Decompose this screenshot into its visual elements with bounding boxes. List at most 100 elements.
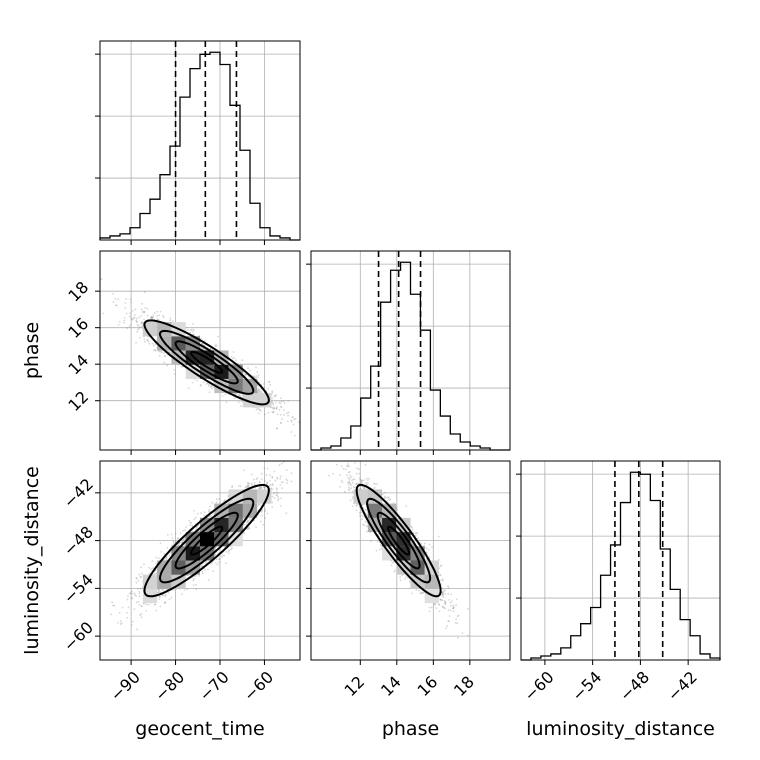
sample-point (201, 570, 204, 573)
sample-point (215, 501, 218, 504)
sample-point (115, 304, 118, 307)
sample-point (148, 342, 151, 345)
sample-point (128, 315, 131, 318)
sample-point (208, 383, 210, 386)
sample-point (169, 319, 172, 322)
sample-point (188, 519, 191, 522)
sample-point (158, 314, 161, 317)
sample-point (128, 325, 131, 328)
sample-point (280, 475, 282, 478)
sample-point (151, 316, 154, 319)
sample-point (283, 414, 285, 416)
sample-point (273, 497, 276, 499)
sample-point (141, 605, 143, 608)
sample-point (279, 477, 282, 480)
sample-point (256, 371, 259, 374)
sample-point (126, 616, 129, 619)
sample-point (160, 350, 162, 353)
sample-point (131, 620, 134, 623)
sample-point (118, 611, 121, 614)
sample-point (259, 409, 261, 412)
sample-point (151, 342, 154, 345)
sample-point (275, 493, 278, 496)
sample-point (257, 376, 260, 378)
sample-point (304, 414, 306, 416)
sample-point (157, 557, 160, 559)
sample-point (216, 498, 218, 501)
sample-point (195, 574, 197, 577)
sample-point (230, 548, 233, 551)
sample-point (195, 588, 198, 591)
sample-point (201, 343, 204, 345)
sample-point (117, 324, 120, 326)
sample-point (192, 579, 195, 582)
sample-point (290, 419, 292, 422)
sample-point (200, 565, 203, 567)
sample-point (100, 278, 103, 281)
sample-point (167, 350, 169, 352)
sample-point (177, 544, 180, 547)
sample-point (130, 624, 133, 626)
sample-point (243, 532, 246, 535)
sample-point (144, 291, 146, 294)
sample-point (273, 407, 275, 410)
sample-point (154, 343, 157, 346)
sample-point (131, 318, 134, 321)
sample-point (159, 595, 161, 598)
sample-point (117, 298, 119, 301)
sample-point (140, 576, 142, 578)
sample-point (266, 467, 269, 470)
sample-point (190, 329, 192, 331)
sample-point (258, 481, 261, 484)
sample-point (276, 406, 278, 408)
contour-line (143, 319, 270, 406)
sample-point (224, 499, 226, 502)
marginal-histogram-panel (306, 250, 511, 455)
sample-point (166, 364, 169, 367)
sample-point (161, 588, 163, 591)
sample-point (133, 608, 136, 611)
sample-point (136, 330, 139, 333)
sample-point (258, 481, 261, 483)
sample-point (266, 481, 268, 484)
sample-point (140, 325, 143, 327)
sample-point (136, 628, 138, 631)
sample-point (163, 361, 166, 364)
sample-point (261, 487, 263, 490)
sample-point (245, 373, 247, 376)
sample-point (294, 418, 297, 420)
sample-point (191, 381, 194, 384)
sample-point (143, 563, 145, 566)
sample-point (218, 558, 221, 560)
sample-point (271, 483, 274, 485)
sample-point (225, 551, 228, 553)
sample-point (260, 510, 263, 513)
sample-point (286, 420, 289, 423)
sample-point (247, 482, 250, 485)
sample-point (248, 486, 250, 488)
sample-point (293, 418, 296, 421)
sample-point (245, 523, 248, 526)
sample-point (292, 423, 295, 426)
sample-point (140, 322, 143, 325)
sample-point (256, 379, 259, 382)
sample-point (253, 482, 256, 484)
sample-point (242, 517, 245, 520)
sample-point (256, 407, 259, 409)
sample-point (137, 600, 140, 603)
sample-point (158, 350, 161, 353)
sample-point (154, 349, 156, 351)
sample-point (127, 606, 130, 609)
sample-point (246, 528, 249, 530)
sample-point (292, 416, 294, 419)
sample-point (118, 320, 121, 323)
sample-point (143, 311, 145, 314)
sample-point (138, 573, 141, 576)
sample-point (138, 590, 141, 593)
sample-point (138, 316, 141, 319)
sample-point (261, 514, 264, 517)
sample-point (152, 567, 154, 570)
sample-point (246, 481, 249, 484)
sample-point (136, 321, 139, 323)
